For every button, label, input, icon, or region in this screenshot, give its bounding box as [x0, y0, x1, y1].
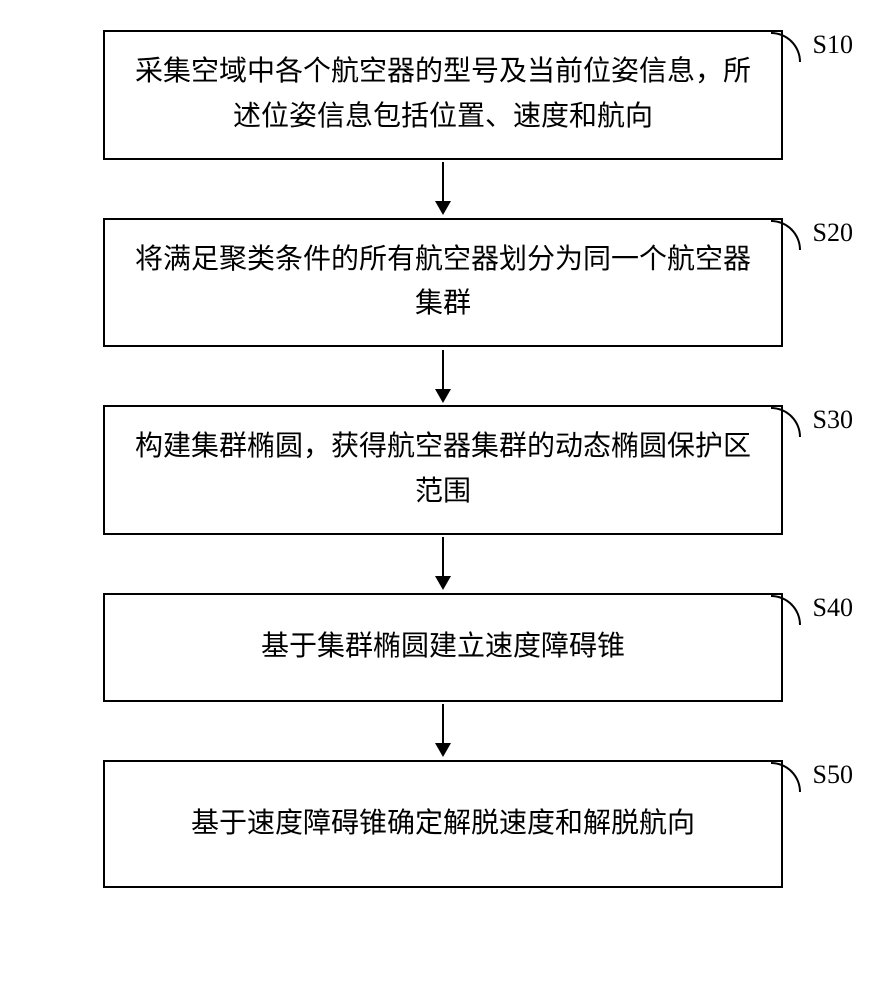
arrow-line [442, 162, 444, 202]
arrow [435, 702, 451, 760]
arrow-line [442, 537, 444, 577]
step-label: S20 [813, 212, 853, 254]
flowchart-container: S10 采集空域中各个航空器的型号及当前位姿信息，所述位姿信息包括位置、速度和航… [60, 30, 826, 888]
arrow [435, 535, 451, 593]
step-text: 采集空域中各个航空器的型号及当前位姿信息，所述位姿信息包括位置、速度和航向 [135, 56, 751, 132]
arrow-head-icon [435, 201, 451, 215]
step-label: S40 [813, 587, 853, 629]
step-box-s50: S50 基于速度障碍锥确定解脱速度和解脱航向 [103, 760, 783, 889]
step-box-s10: S10 采集空域中各个航空器的型号及当前位姿信息，所述位姿信息包括位置、速度和航… [103, 30, 783, 160]
arrow-head-icon [435, 389, 451, 403]
label-connector [771, 762, 801, 792]
step-text: 基于集群椭圆建立速度障碍锥 [261, 631, 625, 662]
arrow [435, 160, 451, 218]
arrow-head-icon [435, 576, 451, 590]
step-box-s30: S30 构建集群椭圆，获得航空器集群的动态椭圆保护区范围 [103, 405, 783, 535]
label-connector [771, 595, 801, 625]
step-box-s40: S40 基于集群椭圆建立速度障碍锥 [103, 593, 783, 702]
label-connector [771, 407, 801, 437]
step-text: 构建集群椭圆，获得航空器集群的动态椭圆保护区范围 [135, 431, 751, 507]
step-box-s20: S20 将满足聚类条件的所有航空器划分为同一个航空器集群 [103, 218, 783, 348]
step-text: 将满足聚类条件的所有航空器划分为同一个航空器集群 [135, 244, 751, 320]
step-text: 基于速度障碍锥确定解脱速度和解脱航向 [191, 808, 695, 839]
arrow-line [442, 704, 444, 744]
arrow-line [442, 350, 444, 390]
step-label: S30 [813, 399, 853, 441]
arrow-head-icon [435, 743, 451, 757]
arrow [435, 347, 451, 405]
step-label: S10 [813, 24, 853, 66]
label-connector [771, 32, 801, 62]
step-label: S50 [813, 754, 853, 796]
label-connector [771, 220, 801, 250]
